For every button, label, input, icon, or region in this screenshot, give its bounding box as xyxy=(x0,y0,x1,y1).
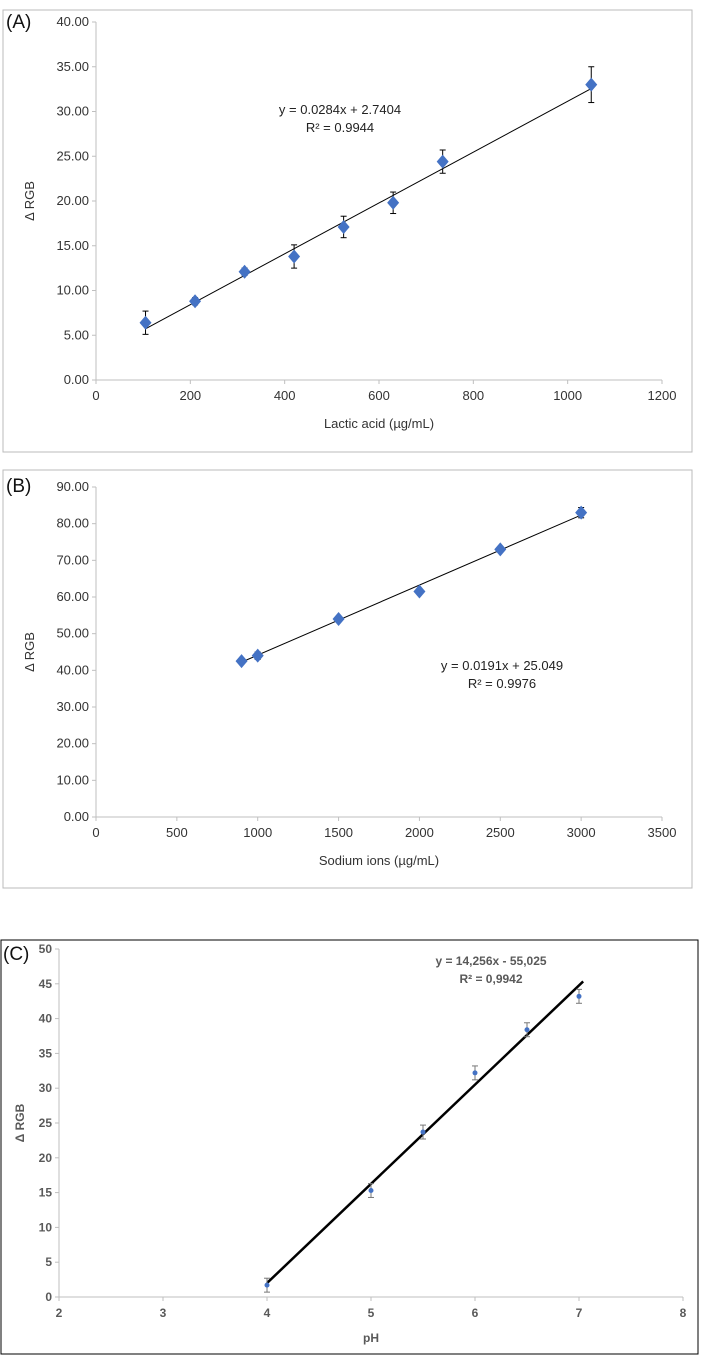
y-tick-label: 25.00 xyxy=(56,148,89,163)
x-tick-label: 1000 xyxy=(553,388,582,403)
y-tick-label: 35 xyxy=(39,1046,53,1060)
data-point xyxy=(332,612,345,626)
y-tick-label: 5 xyxy=(45,1255,52,1269)
x-tick-label: 400 xyxy=(274,388,296,403)
x-tick-label: 3 xyxy=(160,1306,167,1320)
trendline-r-squared: R² = 0.9944 xyxy=(306,120,374,135)
y-tick-label: 10 xyxy=(39,1220,53,1234)
x-tick-label: 3500 xyxy=(648,825,677,840)
x-tick-label: 800 xyxy=(462,388,484,403)
trendline-r-squared: R² = 0.9976 xyxy=(468,676,536,691)
y-tick-label: 70.00 xyxy=(56,552,89,567)
y-tick-label: 10.00 xyxy=(56,283,89,298)
y-tick-label: 40.00 xyxy=(56,14,89,29)
data-point xyxy=(524,1027,530,1033)
y-tick-label: 15 xyxy=(39,1186,53,1200)
chart-panel-a: 0.00 5.00 10.00 15.00 20.00 25.00 30.00 35.00 40… xyxy=(2,9,693,453)
data-point xyxy=(235,654,248,669)
y-tick-label: 20 xyxy=(39,1151,53,1165)
chart-frame xyxy=(2,469,693,889)
x-tick-label: 1000 xyxy=(243,825,272,840)
x-tick-label: 2500 xyxy=(486,825,515,840)
y-tick-label: 0.00 xyxy=(64,372,89,387)
trendline-equation: y = 14,256x - 55,025 xyxy=(435,954,546,968)
data-point xyxy=(251,648,264,663)
x-axis-title: Lactic acid (µg/mL) xyxy=(324,416,434,431)
x-tick-label: 0 xyxy=(92,388,99,403)
trendline-equation: y = 0.0284x + 2.7404 xyxy=(279,102,401,117)
data-point xyxy=(238,264,251,279)
data-point xyxy=(576,993,582,999)
x-tick-label: 600 xyxy=(368,388,390,403)
y-axis-title: Δ RGB xyxy=(22,632,37,672)
y-tick-label: 45 xyxy=(39,977,53,991)
x-tick-label: 500 xyxy=(166,825,188,840)
x-axis-title: Sodium ions (µg/mL) xyxy=(319,853,439,868)
y-tick-label: 60.00 xyxy=(56,589,89,604)
y-tick-label: 35.00 xyxy=(56,59,89,74)
y-tick-label: 5.00 xyxy=(64,327,89,342)
y-tick-label: 30.00 xyxy=(56,104,89,119)
x-tick-label: 0 xyxy=(92,825,99,840)
data-point xyxy=(387,195,400,210)
panel-label: (C) xyxy=(3,944,29,965)
trendline-equation: y = 0.0191x + 25.049 xyxy=(441,658,563,673)
y-tick-label: 10.00 xyxy=(56,772,89,787)
data-point xyxy=(420,1129,426,1135)
x-axis-title: pH xyxy=(363,1331,379,1345)
chart-panel-b: 0.00 10.00 20.00 30.00 40.00 50.00 60.00 70.00 8… xyxy=(2,469,693,889)
data-point xyxy=(585,77,598,92)
y-tick-label: 50 xyxy=(39,942,53,956)
y-axis-title: Δ RGB xyxy=(22,181,37,221)
data-point xyxy=(413,584,426,599)
chart-frame xyxy=(0,939,699,1355)
y-tick-label: 80.00 xyxy=(56,516,89,531)
y-axis-title: Δ RGB xyxy=(13,1103,27,1142)
x-tick-label: 3000 xyxy=(567,825,596,840)
trendline xyxy=(145,88,592,330)
data-point xyxy=(472,1070,478,1076)
chart-frame xyxy=(2,9,693,453)
data-point xyxy=(575,505,588,520)
panel-label: (B) xyxy=(6,476,31,497)
y-tick-label: 0 xyxy=(45,1290,52,1304)
y-tick-label: 25 xyxy=(39,1116,53,1130)
y-tick-label: 40.00 xyxy=(56,662,89,677)
x-tick-label: 2 xyxy=(56,1306,63,1320)
x-tick-label: 2000 xyxy=(405,825,434,840)
y-tick-label: 15.00 xyxy=(56,238,89,253)
data-point xyxy=(436,154,449,169)
trendline-r-squared: R² = 0,9942 xyxy=(459,972,522,986)
data-point xyxy=(139,315,152,330)
data-point xyxy=(189,294,202,309)
y-tick-label: 20.00 xyxy=(56,193,89,208)
y-tick-label: 50.00 xyxy=(56,626,89,641)
data-point xyxy=(368,1188,374,1194)
x-tick-label: 200 xyxy=(179,388,201,403)
data-point xyxy=(494,542,507,557)
y-tick-label: 30.00 xyxy=(56,699,89,714)
x-tick-label: 1200 xyxy=(648,388,677,403)
trendline xyxy=(241,514,582,663)
panel-label: (A) xyxy=(6,12,31,33)
y-tick-label: 30 xyxy=(39,1081,53,1095)
x-tick-label: 4 xyxy=(264,1306,271,1320)
y-tick-label: 20.00 xyxy=(56,736,89,751)
x-tick-label: 6 xyxy=(472,1306,479,1320)
x-tick-label: 5 xyxy=(368,1306,375,1320)
y-tick-label: 0.00 xyxy=(64,809,89,824)
x-tick-label: 7 xyxy=(576,1306,583,1320)
y-tick-label: 40 xyxy=(39,1012,53,1026)
x-tick-label: 8 xyxy=(680,1306,687,1320)
data-point xyxy=(264,1282,270,1288)
data-point xyxy=(337,219,350,234)
x-tick-label: 1500 xyxy=(324,825,353,840)
data-point xyxy=(288,249,301,264)
y-tick-label: 90.00 xyxy=(56,479,89,494)
